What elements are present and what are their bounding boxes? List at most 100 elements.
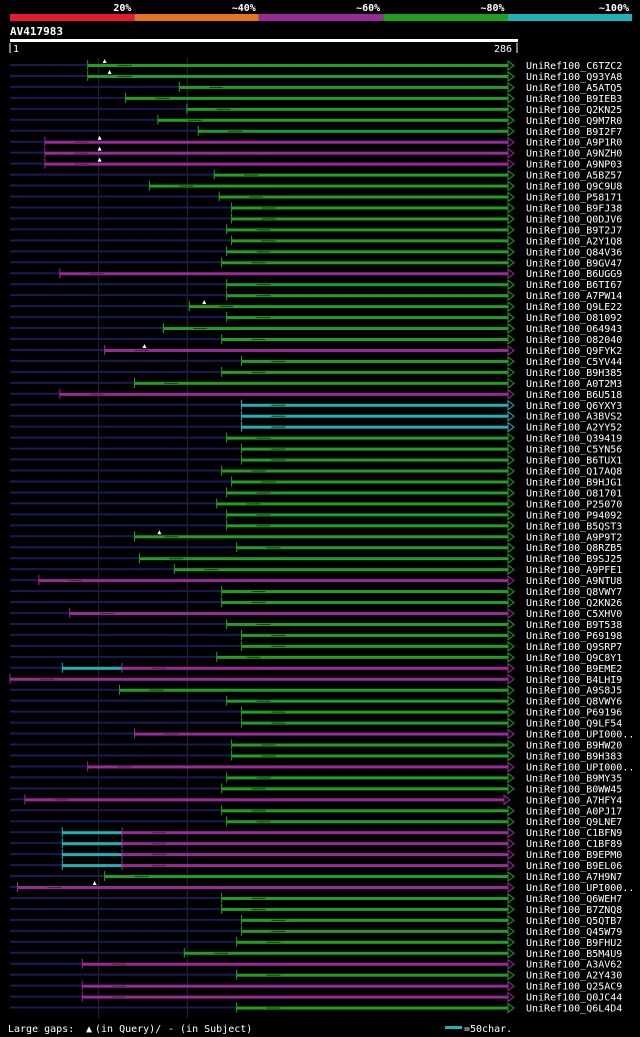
hit-label[interactable]: UniRef100_A9NP03 <box>526 160 622 171</box>
hit-label[interactable]: UniRef100_B9FJ38 <box>526 203 622 214</box>
hit-label[interactable]: UniRef100_Q9C9U8 <box>526 182 622 193</box>
hit-row[interactable]: UniRef100_A2Y430 <box>10 969 622 982</box>
hit-row[interactable]: UniRef100_UPI000.. <box>10 728 634 741</box>
hit-row[interactable]: UniRef100_B9FJ38 <box>10 202 622 214</box>
hit-label[interactable]: UniRef100_O81092 <box>526 313 622 324</box>
hit-row[interactable]: UniRef100_B9I2F7 <box>10 125 622 138</box>
hit-label[interactable]: UniRef100_P58171 <box>526 193 622 204</box>
hit-row[interactable]: UniRef100_B6U518 <box>10 388 622 401</box>
hit-label[interactable]: UniRef100_B6U518 <box>526 390 622 401</box>
hit-label[interactable]: UniRef100_B9EPM0 <box>526 850 622 861</box>
hit-row[interactable]: UniRef100_B4LHI9 <box>9 673 622 686</box>
hit-label[interactable]: UniRef100_Q2KN26 <box>526 598 622 609</box>
hit-label[interactable]: UniRef100_Q6YXY3 <box>526 401 622 412</box>
hit-label[interactable]: UniRef100_Q0JC44 <box>526 993 622 1004</box>
hit-row[interactable]: UniRef100_Q9SRP7 <box>10 640 622 653</box>
hit-row[interactable]: UniRef100_Q9C8Y1 <box>10 651 622 664</box>
hit-label[interactable]: UniRef100_Q84V36 <box>526 247 622 258</box>
hit-row[interactable]: UniRef100_A2Y1Q8 <box>10 235 622 247</box>
hit-row[interactable]: UniRef100_B9FHU2 <box>10 936 622 949</box>
hit-label[interactable]: UniRef100_B9IEB3 <box>526 94 622 105</box>
hit-row[interactable]: UniRef100_A0T2M3 <box>10 377 622 390</box>
hit-row[interactable]: UniRef100_B9T538 <box>10 618 622 631</box>
hit-label[interactable]: UniRef100_A9P9T2 <box>526 532 622 543</box>
hit-row[interactable]: UniRef100_B6TUX1 <box>10 454 622 467</box>
hit-row[interactable]: UniRef100_Q9FYK2 <box>10 343 622 357</box>
hit-label[interactable]: UniRef100_Q17AQ8 <box>526 467 622 478</box>
hit-row[interactable]: UniRef100_A9NP03 <box>10 157 622 171</box>
hit-label[interactable]: UniRef100_B9H385 <box>526 368 622 379</box>
hit-row[interactable]: UniRef100_O82040 <box>10 334 622 346</box>
hit-label[interactable]: UniRef100_C5YV44 <box>526 357 622 368</box>
hit-row[interactable]: UniRef100_C5YV44 <box>10 355 622 368</box>
hit-label[interactable]: UniRef100_B0WW45 <box>526 784 622 795</box>
hit-label[interactable]: UniRef100_A3AV62 <box>526 960 622 971</box>
hit-row[interactable]: UniRef100_Q6L4D4 <box>10 1002 622 1015</box>
hit-row[interactable]: UniRef100_Q84V36 <box>10 246 622 258</box>
hit-label[interactable]: UniRef100_P94092 <box>526 510 622 521</box>
hit-label[interactable]: UniRef100_P69198 <box>526 631 622 642</box>
hit-row[interactable]: UniRef100_B9EPM0 <box>10 849 622 861</box>
hit-label[interactable]: UniRef100_A5ATQ5 <box>526 83 622 94</box>
hit-label[interactable]: UniRef100_B6TUX1 <box>526 456 622 467</box>
hit-row[interactable]: UniRef100_B9MY35 <box>10 772 622 784</box>
hit-label[interactable]: UniRef100_A7HFY4 <box>526 795 622 806</box>
hit-row[interactable]: UniRef100_O81092 <box>10 312 622 324</box>
hit-label[interactable]: UniRef100_A0T2M3 <box>526 379 622 390</box>
hit-row[interactable]: UniRef100_B6TI67 <box>10 279 622 291</box>
hit-label[interactable]: UniRef100_B9T538 <box>526 620 622 631</box>
hit-row[interactable]: UniRef100_Q0JC44 <box>10 991 622 1004</box>
hit-row[interactable]: UniRef100_Q6WEH7 <box>10 892 622 905</box>
hit-label[interactable]: UniRef100_Q8VWY7 <box>526 587 622 598</box>
hit-label[interactable]: UniRef100_P69196 <box>526 708 622 719</box>
hit-label[interactable]: UniRef100_A7PW14 <box>526 291 622 302</box>
hit-row[interactable]: UniRef100_B7ZNQ8 <box>10 903 622 916</box>
hit-label[interactable]: UniRef100_A3BVS2 <box>526 412 622 423</box>
hit-row[interactable]: UniRef100_Q25AC9 <box>10 980 622 993</box>
hit-row[interactable]: UniRef100_P58171 <box>10 191 622 204</box>
hit-label[interactable]: UniRef100_Q45W79 <box>526 927 622 938</box>
hit-label[interactable]: UniRef100_Q0DJV6 <box>526 214 622 225</box>
hit-label[interactable]: UniRef100_C1BFN9 <box>526 828 622 839</box>
hit-label[interactable]: UniRef100_Q9LE22 <box>526 302 622 313</box>
hit-label[interactable]: UniRef100_B5M4U9 <box>526 949 622 960</box>
hit-row[interactable]: UniRef100_Q5QTB7 <box>10 914 622 927</box>
hit-row[interactable]: UniRef100_A9PFE1 <box>10 564 622 576</box>
hit-row[interactable]: UniRef100_A7PW14 <box>10 290 622 302</box>
hit-label[interactable]: UniRef100_C1BF89 <box>526 839 622 850</box>
hit-row[interactable]: UniRef100_Q9M7R0 <box>10 114 622 127</box>
hit-row[interactable]: UniRef100_B9HW20 <box>10 739 622 752</box>
hit-row[interactable]: UniRef100_O81701 <box>10 487 622 499</box>
hit-label[interactable]: UniRef100_B7ZNQ8 <box>526 905 622 916</box>
hit-row[interactable]: UniRef100_Q2KN26 <box>10 597 622 609</box>
hit-label[interactable]: UniRef100_Q25AC9 <box>526 982 622 993</box>
hit-label[interactable]: UniRef100_B9EL06 <box>526 861 622 872</box>
hit-row[interactable]: UniRef100_B9EME2 <box>10 662 622 675</box>
hit-label[interactable]: UniRef100_P25070 <box>526 499 622 510</box>
hit-row[interactable]: UniRef100_A9NTU8 <box>10 575 622 587</box>
hit-row[interactable]: UniRef100_A9S8J5 <box>10 684 622 697</box>
hit-label[interactable]: UniRef100_B9GV47 <box>526 258 622 269</box>
hit-label[interactable]: UniRef100_A2Y1Q8 <box>526 236 622 247</box>
hit-label[interactable]: UniRef100_B9T2J7 <box>526 225 622 236</box>
hit-row[interactable]: UniRef100_P94092 <box>10 509 622 521</box>
hit-row[interactable]: UniRef100_C1BFN9 <box>10 827 622 839</box>
hit-row[interactable]: UniRef100_Q39419 <box>10 432 622 445</box>
hit-row[interactable]: UniRef100_Q0DJV6 <box>10 213 622 225</box>
hit-label[interactable]: UniRef100_Q9M7R0 <box>526 116 622 127</box>
hit-label[interactable]: UniRef100_Q9FYK2 <box>526 346 622 357</box>
hit-row[interactable]: UniRef100_UPI000.. <box>10 761 634 773</box>
hit-row[interactable]: UniRef100_A7H9N7 <box>10 871 622 883</box>
hit-row[interactable]: UniRef100_Q45W79 <box>10 925 622 938</box>
hit-label[interactable]: UniRef100_A7H9N7 <box>526 872 622 883</box>
hit-row[interactable]: UniRef100_Q9LF54 <box>10 717 622 730</box>
hit-label[interactable]: UniRef100_UPI000.. <box>526 730 634 741</box>
hit-label[interactable]: UniRef100_B9MY35 <box>526 773 622 784</box>
hit-row[interactable]: UniRef100_P25070 <box>10 498 622 510</box>
hit-row[interactable]: UniRef100_Q2KN25 <box>10 103 622 116</box>
hit-row[interactable]: UniRef100_B9HJG1 <box>10 476 622 488</box>
hit-label[interactable]: UniRef100_UPI000.. <box>526 883 634 894</box>
hit-row[interactable]: UniRef100_C5XHV0 <box>10 608 622 620</box>
hit-row[interactable]: UniRef100_A7HFY4 <box>10 794 622 806</box>
hit-row[interactable]: UniRef100_O64943 <box>10 323 622 335</box>
